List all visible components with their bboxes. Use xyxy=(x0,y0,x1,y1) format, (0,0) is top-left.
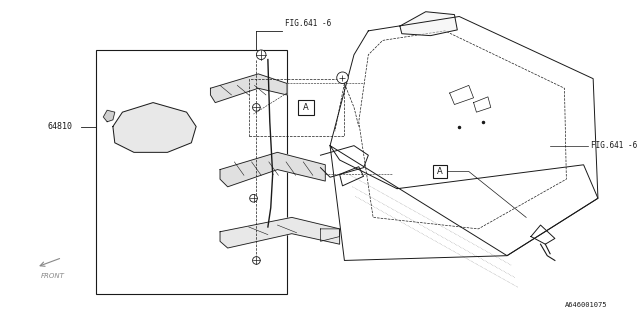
Polygon shape xyxy=(113,103,196,152)
Text: 64810: 64810 xyxy=(48,122,73,131)
Polygon shape xyxy=(211,74,287,103)
Circle shape xyxy=(337,72,348,84)
Text: FIG.641 -6: FIG.641 -6 xyxy=(285,19,332,28)
Text: FRONT: FRONT xyxy=(41,273,65,279)
Bar xyxy=(95,50,287,294)
Bar xyxy=(298,100,314,115)
Polygon shape xyxy=(103,110,115,122)
Polygon shape xyxy=(220,152,325,187)
Text: FIG.641 -6: FIG.641 -6 xyxy=(591,141,637,150)
Bar xyxy=(249,79,344,136)
Circle shape xyxy=(250,195,257,202)
Polygon shape xyxy=(220,217,340,248)
Circle shape xyxy=(253,257,260,264)
Text: A646001075: A646001075 xyxy=(565,302,607,308)
Text: A: A xyxy=(437,167,443,176)
Bar xyxy=(433,165,447,178)
Circle shape xyxy=(253,104,260,111)
Polygon shape xyxy=(400,12,458,36)
Circle shape xyxy=(257,50,266,60)
Text: A: A xyxy=(303,103,309,112)
